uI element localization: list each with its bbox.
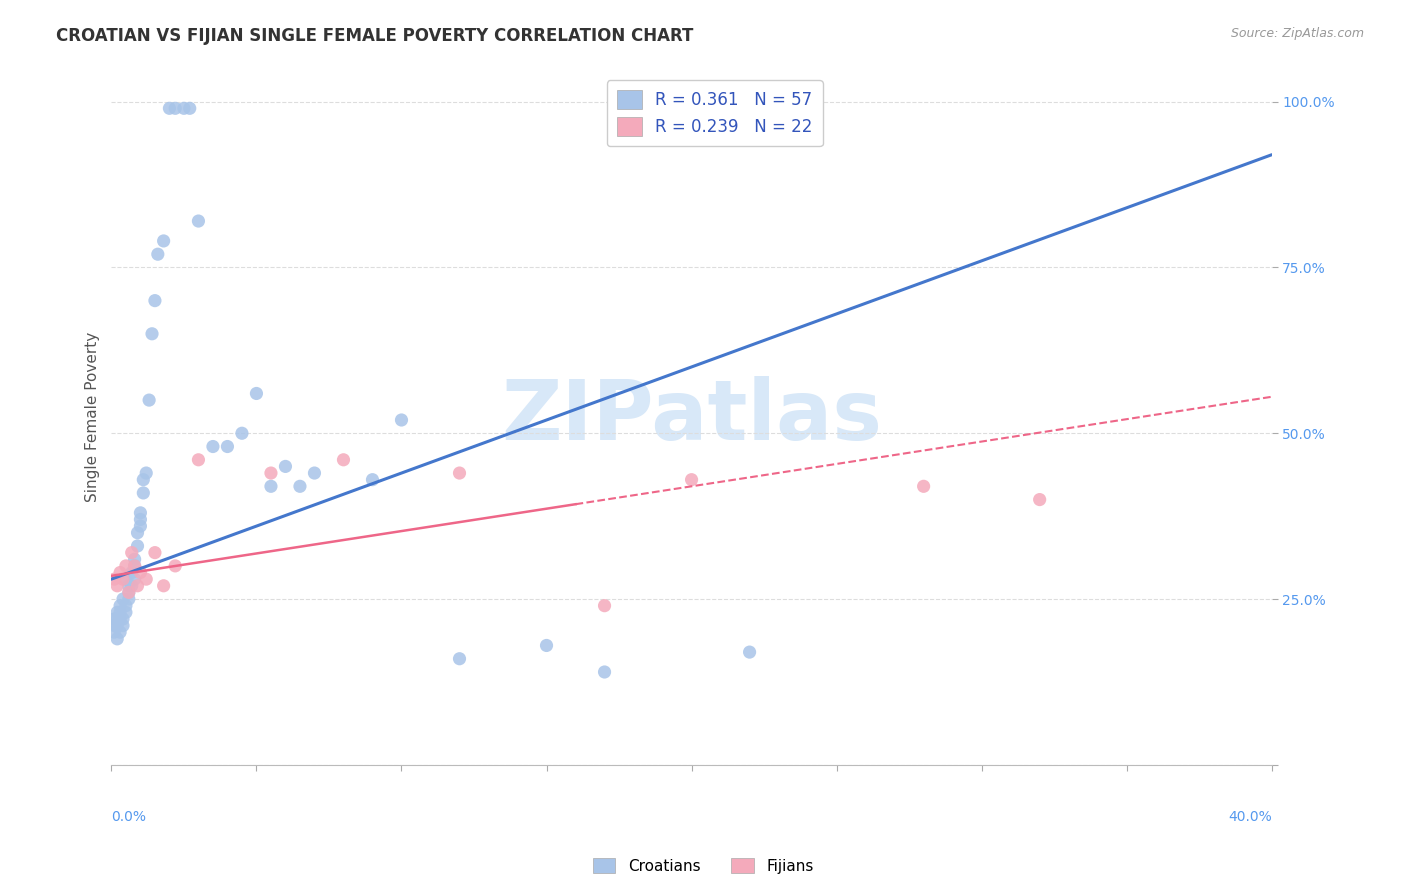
Point: [108, 605, 131, 619]
Point: [332, 452, 354, 467]
Point: [179, 101, 201, 115]
Point: [132, 486, 155, 500]
Point: [217, 440, 239, 454]
Point: [124, 558, 146, 573]
Legend: R = 0.361   N = 57, R = 0.239   N = 22: R = 0.361 N = 57, R = 0.239 N = 22: [607, 80, 823, 146]
Point: [105, 612, 128, 626]
Point: [118, 579, 141, 593]
Point: [245, 386, 267, 401]
Point: [143, 546, 166, 560]
Point: [152, 234, 174, 248]
Point: [115, 599, 138, 613]
Point: [132, 473, 155, 487]
Point: [593, 665, 616, 679]
Point: [124, 552, 146, 566]
Point: [681, 473, 703, 487]
Point: [260, 479, 283, 493]
Point: [115, 558, 138, 573]
Point: [124, 558, 146, 573]
Point: [260, 466, 283, 480]
Point: [173, 101, 195, 115]
Point: [152, 579, 174, 593]
Point: [165, 101, 187, 115]
Legend: Croatians, Fijians: Croatians, Fijians: [586, 852, 820, 880]
Point: [118, 585, 141, 599]
Point: [231, 426, 253, 441]
Point: [165, 558, 187, 573]
Point: [121, 579, 143, 593]
Point: [129, 506, 152, 520]
Point: [449, 466, 471, 480]
Point: [912, 479, 935, 493]
Point: [143, 293, 166, 308]
Point: [1028, 492, 1050, 507]
Point: [449, 651, 471, 665]
Point: [121, 546, 143, 560]
Point: [103, 612, 125, 626]
Point: [118, 592, 141, 607]
Point: [361, 473, 384, 487]
Point: [103, 572, 125, 586]
Point: [115, 605, 138, 619]
Text: 40.0%: 40.0%: [1227, 810, 1271, 824]
Point: [111, 612, 134, 626]
Point: [115, 572, 138, 586]
Point: [138, 393, 160, 408]
Point: [391, 413, 413, 427]
Point: [105, 618, 128, 632]
Point: [536, 639, 558, 653]
Point: [129, 512, 152, 526]
Point: [146, 247, 169, 261]
Point: [121, 566, 143, 580]
Point: [201, 440, 224, 454]
Point: [288, 479, 311, 493]
Point: [108, 625, 131, 640]
Point: [129, 566, 152, 580]
Y-axis label: Single Female Poverty: Single Female Poverty: [86, 332, 100, 502]
Point: [108, 612, 131, 626]
Point: [105, 579, 128, 593]
Point: [108, 599, 131, 613]
Point: [105, 632, 128, 646]
Text: Source: ZipAtlas.com: Source: ZipAtlas.com: [1230, 27, 1364, 40]
Point: [274, 459, 297, 474]
Point: [111, 618, 134, 632]
Point: [105, 605, 128, 619]
Point: [127, 539, 149, 553]
Text: 0.0%: 0.0%: [111, 810, 146, 824]
Point: [127, 579, 149, 593]
Point: [127, 525, 149, 540]
Point: [141, 326, 163, 341]
Point: [738, 645, 761, 659]
Point: [135, 466, 157, 480]
Point: [118, 585, 141, 599]
Point: [108, 566, 131, 580]
Text: ZIPatlas: ZIPatlas: [501, 376, 882, 458]
Point: [103, 618, 125, 632]
Point: [304, 466, 326, 480]
Point: [187, 214, 209, 228]
Point: [593, 599, 616, 613]
Point: [124, 572, 146, 586]
Point: [111, 572, 134, 586]
Point: [187, 452, 209, 467]
Text: CROATIAN VS FIJIAN SINGLE FEMALE POVERTY CORRELATION CHART: CROATIAN VS FIJIAN SINGLE FEMALE POVERTY…: [56, 27, 693, 45]
Point: [135, 572, 157, 586]
Point: [103, 625, 125, 640]
Point: [129, 519, 152, 533]
Point: [159, 101, 181, 115]
Point: [111, 592, 134, 607]
